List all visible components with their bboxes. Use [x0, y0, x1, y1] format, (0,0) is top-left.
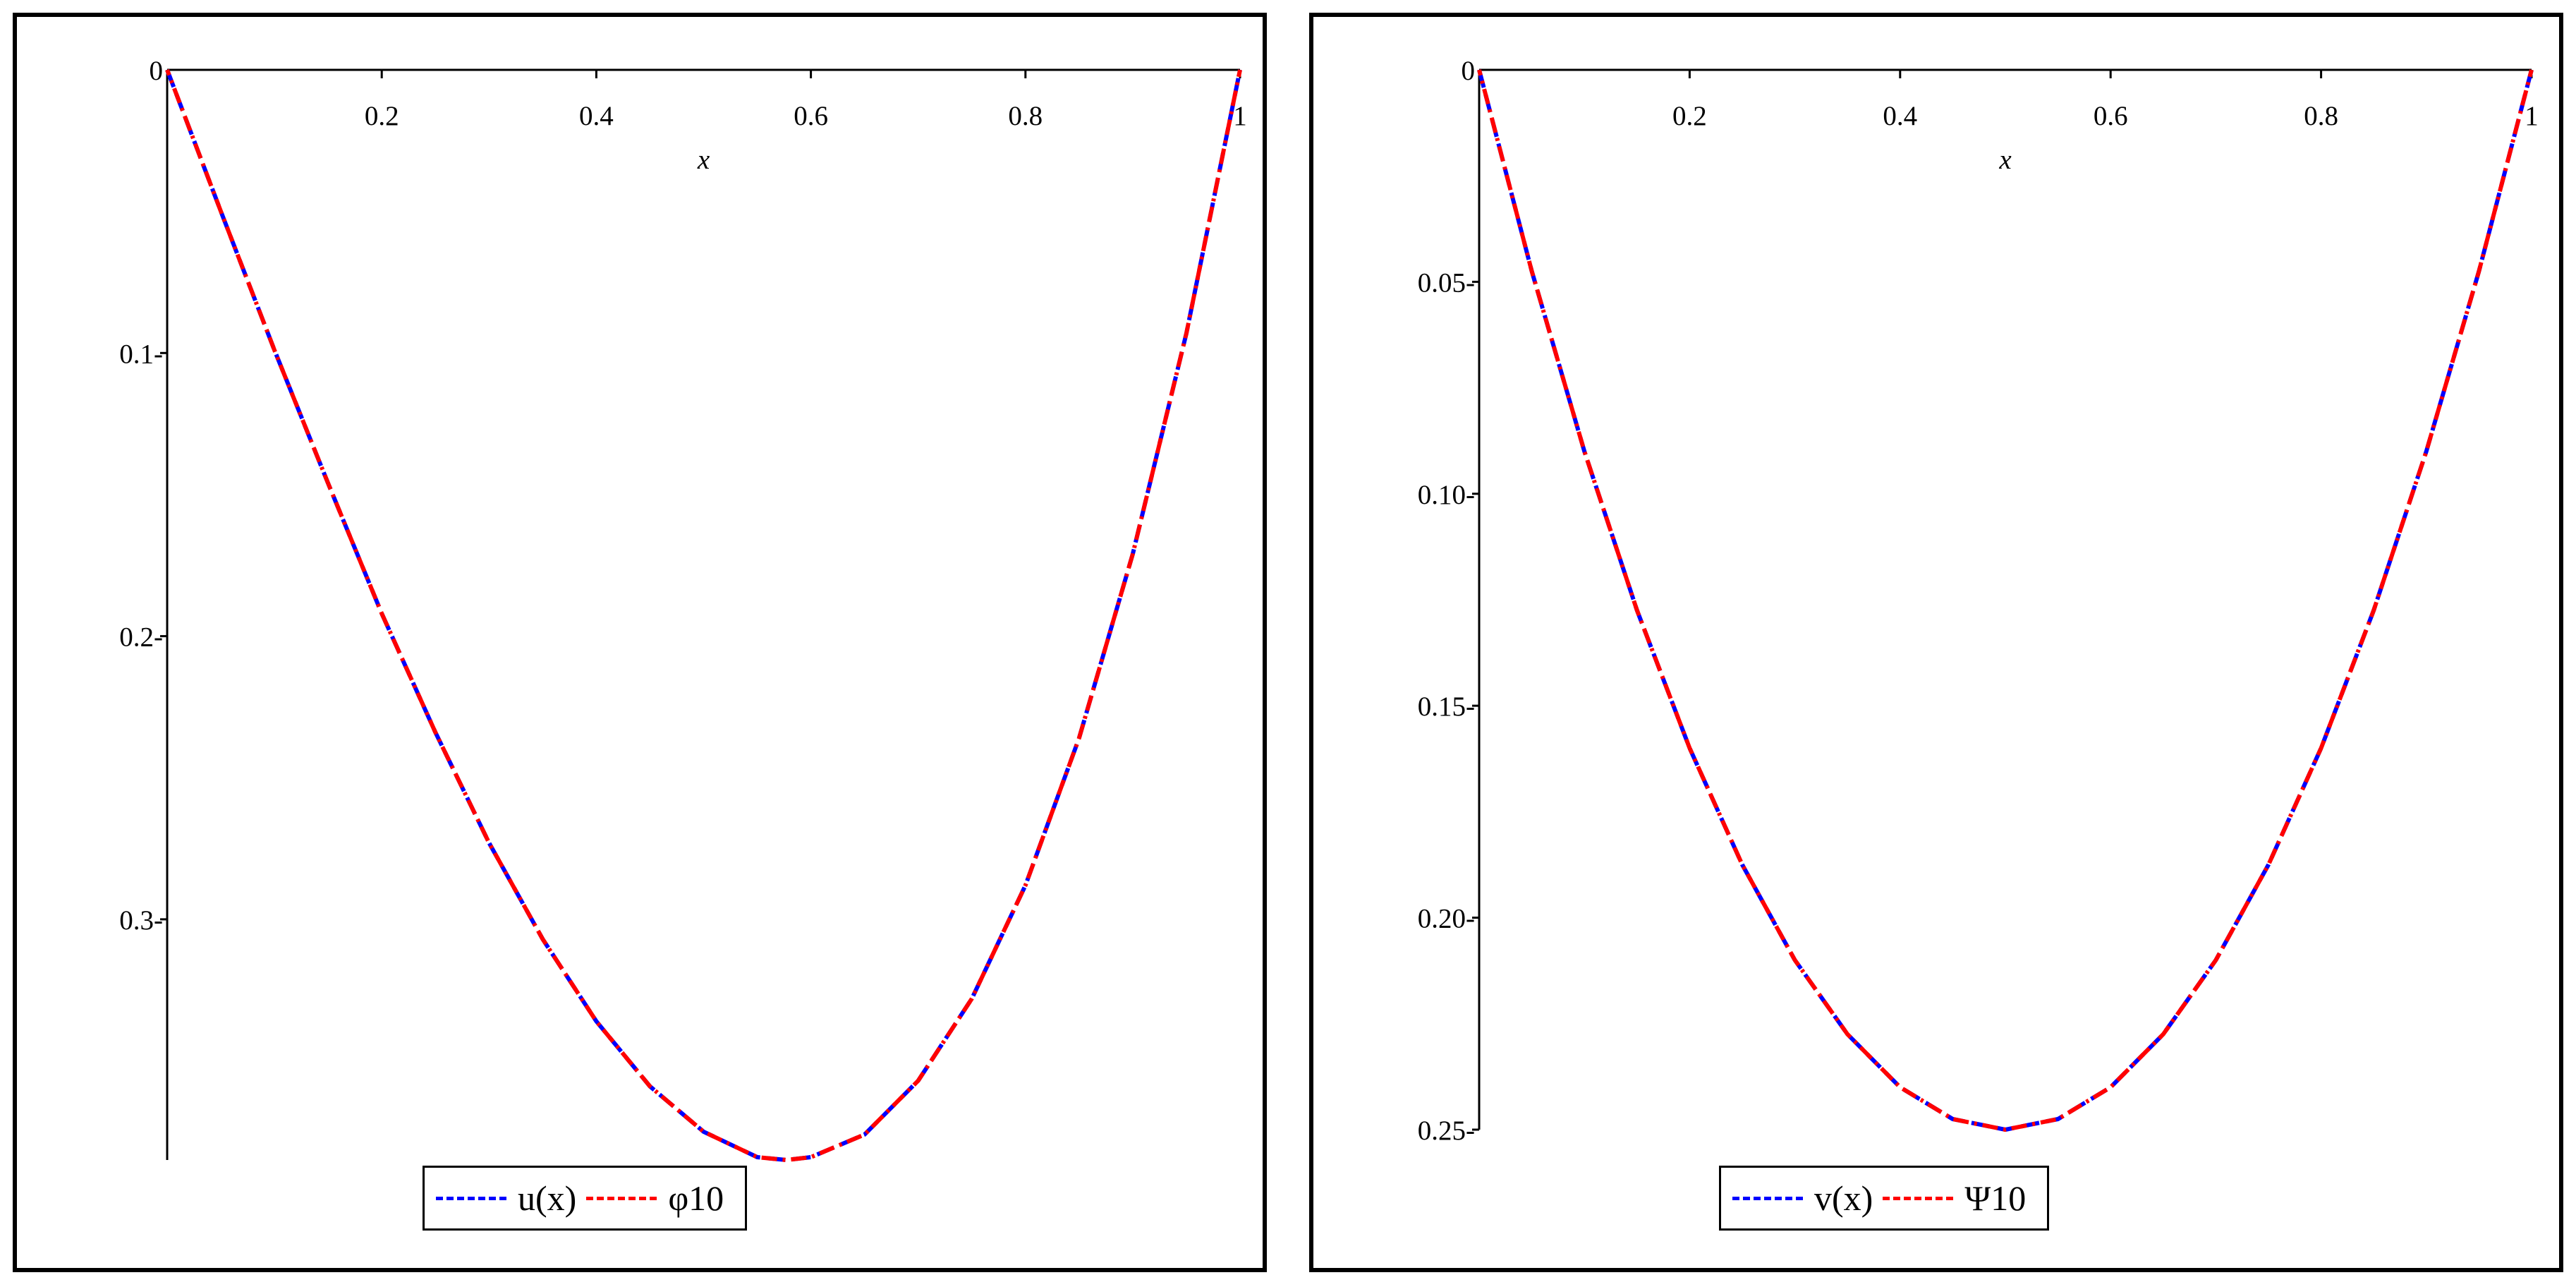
series-line-solution	[1477, 69, 2534, 1132]
legend-label-phi10: φ10	[668, 1178, 724, 1218]
y-tick-label: 0.3-	[119, 905, 163, 936]
legend-label-u: u(x)	[518, 1178, 577, 1218]
y-tick-label: 0.1-	[119, 339, 163, 369]
left-legend: u(x) φ10	[423, 1166, 748, 1231]
left-plot-canvas: 0.2 0.4 0.6 0.8 1 x 0 0.1- 0.2- 0.3-	[119, 56, 1247, 1162]
x-tick-label: 1	[2525, 101, 2539, 131]
right-plot-canvas: 0.2 0.4 0.6 0.8 1 x 0 0.05- 0.10- 0.15- 0.20- 0.25-	[1418, 56, 2539, 1146]
y-tick-label: 0.05-	[1418, 267, 1475, 298]
y-tick-label: 0.20-	[1418, 904, 1475, 934]
y-tick-label: 0.2-	[119, 622, 163, 653]
x-tick-label: 0.2	[365, 101, 399, 131]
x-axis-title: x	[697, 145, 710, 175]
y-tick-label: 0.15-	[1418, 691, 1475, 722]
legend-sample-phi10	[586, 1196, 657, 1200]
legend-label-v: v(x)	[1814, 1178, 1873, 1218]
legend-label-psi10: Ψ10	[1964, 1178, 2027, 1218]
legend-sample-u	[436, 1196, 506, 1200]
x-tick-label: 0.4	[579, 101, 614, 131]
x-tick-label: 0.6	[794, 101, 828, 131]
series-line-approximation	[165, 68, 1242, 1162]
x-tick-label: 0.8	[2304, 101, 2338, 131]
y-tick-label: 0.10-	[1418, 480, 1475, 510]
legend-sample-v	[1732, 1196, 1803, 1200]
right-plot-panel: 0.2 0.4 0.6 0.8 1 x 0 0.05- 0.10- 0.15- 0.20- 0.25-…	[1309, 13, 2563, 1272]
x-axis-title: x	[1998, 145, 2012, 175]
x-tick-label: 0.4	[1883, 101, 1917, 131]
series-line-solution	[165, 68, 1242, 1162]
left-plot-panel: 0.2 0.4 0.6 0.8 1 x 0 0.1- 0.2- 0.3- u(x) φ10	[13, 13, 1267, 1272]
x-tick-label: 0.2	[1672, 101, 1707, 131]
y-tick-label: 0.25-	[1418, 1116, 1475, 1146]
y-tick-label: 0	[150, 56, 164, 86]
legend-sample-psi10	[1883, 1196, 1954, 1200]
series-line-approximation	[1477, 69, 2534, 1132]
x-tick-label: 0.8	[1008, 101, 1043, 131]
x-tick-label: 1	[1233, 101, 1247, 131]
right-legend: v(x) Ψ10	[1719, 1166, 2050, 1231]
y-tick-label: 0	[1462, 56, 1476, 86]
x-tick-label: 0.6	[2094, 101, 2128, 131]
